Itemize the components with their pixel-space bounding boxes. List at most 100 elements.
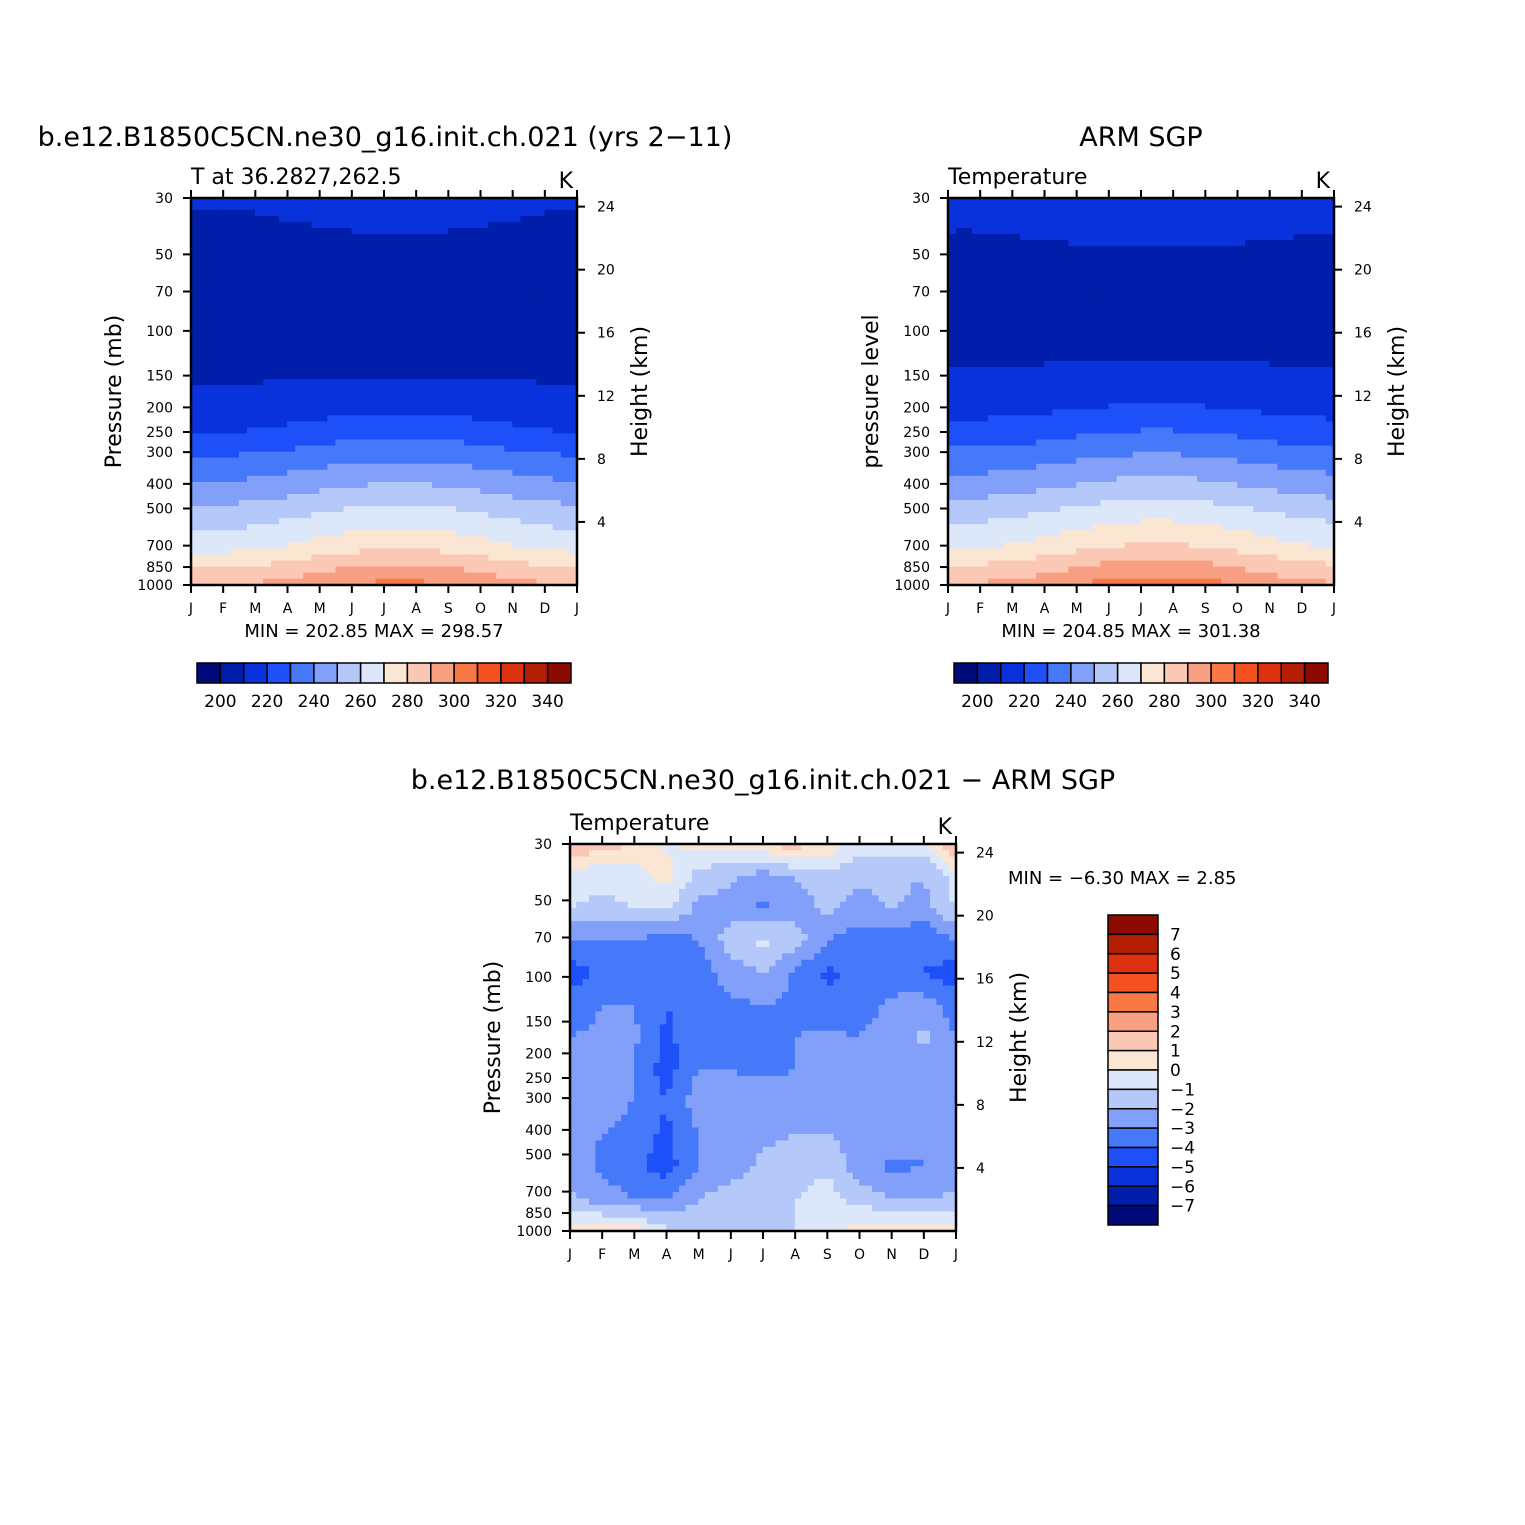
contour-cell [488,451,497,459]
contour-cell [1116,258,1126,265]
contour-cell [198,445,208,453]
x-tick-label: F [219,601,227,617]
contour-cell [496,554,505,562]
contour-cell [1036,276,1045,283]
contour-cell [1245,300,1254,308]
contour-cell [319,385,329,392]
contour-cell [246,385,256,392]
contour-cell [214,282,224,290]
contour-cell [496,312,505,320]
contour-cell [359,367,369,374]
contour-cell [303,379,312,386]
contour-cell [1229,330,1238,338]
contour-field [948,198,1334,585]
contour-cell [1124,403,1134,410]
contour-cell [1221,227,1230,235]
contour-cell [995,270,1005,277]
contour-cell [1301,288,1311,296]
contour-cell [1237,252,1246,259]
contour-cell [311,415,320,423]
contour-cell [238,463,248,471]
contour-cell [1188,367,1198,374]
contour-cell [1164,348,1174,356]
contour-cell [568,264,577,271]
contour-cell [423,518,433,525]
contour-cell [1205,258,1214,265]
contour-cell [214,536,224,543]
contour-cell [1052,294,1061,302]
contour-cell [351,457,361,465]
contour-cell [1237,276,1246,283]
contour-cell [206,463,216,471]
contour-cell [431,500,441,507]
contour-cell [1060,397,1069,404]
colorbar-label: 320 [485,692,517,712]
contour-cell [367,457,377,465]
temperature-panel-0: b.e12.B1850C5CN.ne30_g16.init.ch.021 (yr… [38,122,733,712]
contour-cell [552,391,562,398]
contour-cell [560,572,570,580]
contour-cell [1196,276,1206,283]
contour-cell [439,427,449,435]
contour-cell [367,318,377,326]
contour-cell [496,391,505,398]
contour-cell [1285,348,1295,356]
contour-cell [423,457,433,465]
contour-cell [1116,409,1126,416]
contour-cell [1229,336,1238,344]
contour-cell [423,318,433,326]
contour-cell [448,246,457,253]
contour-cell [1148,258,1158,265]
contour-cell [1229,203,1238,211]
contour-cell [303,258,312,265]
contour-cell [383,227,393,235]
contour-cell [1245,373,1254,380]
contour-cell [367,506,377,513]
contour-cell [206,403,216,410]
contour-cell [480,439,489,447]
contour-cell [948,409,957,416]
contour-cell [568,270,577,277]
contour-cell [1196,373,1206,380]
contour-cell [367,198,377,205]
contour-cell [488,409,497,416]
contour-cell [552,379,562,386]
contour-cell [1108,258,1118,265]
contour-cell [448,566,457,574]
contour-cell [1003,203,1013,211]
contour-cell [448,336,457,344]
contour-cell [319,342,329,350]
contour-cell [359,554,369,562]
contour-cell [191,415,200,423]
contour-cell [343,524,353,531]
contour-cell [1285,264,1295,271]
contour-cell [206,300,216,308]
contour-cell [383,270,393,277]
contour-cell [464,524,473,531]
contour-cell [1132,294,1142,302]
contour-cell [1084,300,1094,308]
contour-cell [431,572,441,580]
contour-cell [1196,336,1206,344]
contour-cell [230,348,240,356]
contour-cell [351,276,361,283]
contour-cell [1285,215,1295,223]
contour-cell [311,506,320,513]
contour-cell [1301,294,1311,302]
contour-cell [472,512,481,519]
contour-cell [1148,385,1158,392]
contour-cell [1229,270,1238,277]
contour-cell [375,560,385,568]
contour-cell [198,221,208,229]
contour-cell [1044,354,1053,362]
contour-cell [1092,288,1102,296]
contour-cell [1156,270,1166,277]
contour-cell [246,330,256,338]
contour-cell [464,548,473,556]
contour-cell [311,518,320,525]
contour-cell [552,409,562,416]
contour-cell [206,373,216,380]
contour-cell [496,354,505,362]
contour-cell [1124,421,1134,429]
contour-cell [456,445,465,453]
